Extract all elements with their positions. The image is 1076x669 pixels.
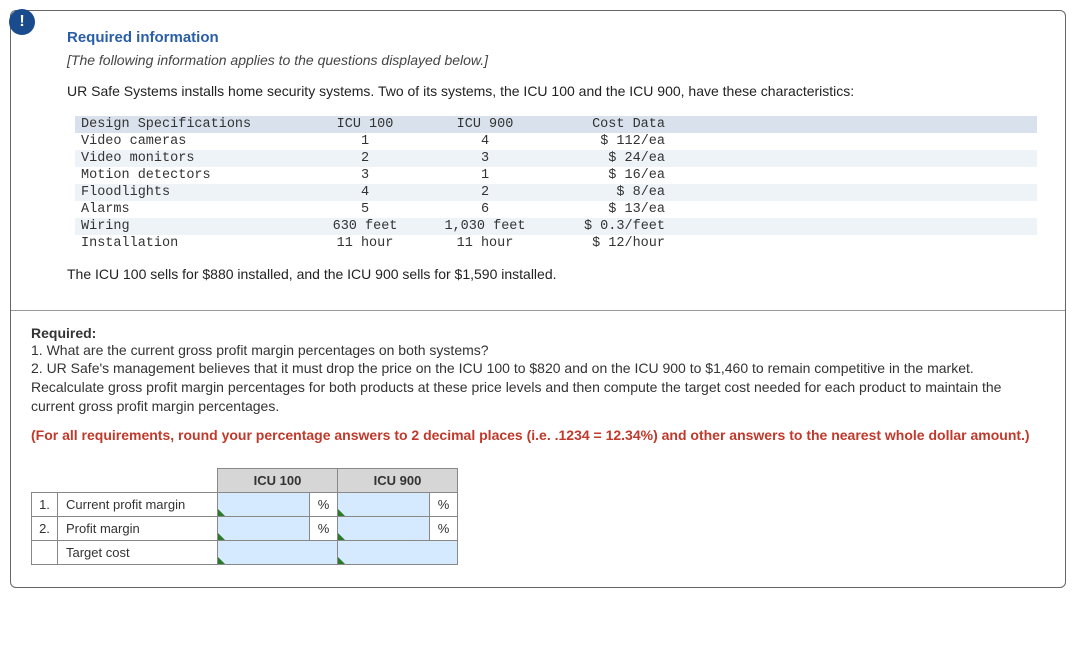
spec-row: Floodlights 4 2 $ 8/ea bbox=[75, 184, 1037, 201]
spec-cell: Alarms bbox=[75, 201, 305, 218]
spec-row: Wiring 630 feet 1,030 feet $ 0.3/feet bbox=[75, 218, 1037, 235]
spec-cell: $ 112/ea bbox=[545, 133, 675, 150]
spec-cell: 2 bbox=[425, 184, 545, 201]
spec-header-row: Design Specifications ICU 100 ICU 900 Co… bbox=[75, 116, 1037, 133]
question-container: ! Required information [The following in… bbox=[10, 10, 1066, 588]
spec-cell: 6 bbox=[425, 201, 545, 218]
spec-header-cell: ICU 100 bbox=[305, 116, 425, 133]
input-cell bbox=[218, 517, 310, 541]
section-note: [The following information applies to th… bbox=[67, 52, 1037, 68]
col-header-icu100: ICU 100 bbox=[218, 469, 338, 493]
spec-cell: 3 bbox=[305, 167, 425, 184]
answer-row: Target cost bbox=[32, 541, 458, 565]
spec-cell: 4 bbox=[425, 133, 545, 150]
spec-cell: $ 12/hour bbox=[545, 235, 675, 252]
required-label: Required: bbox=[31, 325, 1045, 341]
row-label: Current profit margin bbox=[58, 493, 218, 517]
icu100-current-margin-input[interactable] bbox=[218, 493, 309, 516]
spec-cell: Installation bbox=[75, 235, 305, 252]
cell-marker-icon bbox=[338, 533, 345, 540]
spec-row: Video monitors 2 3 $ 24/ea bbox=[75, 150, 1037, 167]
spec-table: Design Specifications ICU 100 ICU 900 Co… bbox=[75, 116, 1037, 252]
row-num: 1. bbox=[32, 493, 58, 517]
col-header-icu900: ICU 900 bbox=[338, 469, 458, 493]
cell-marker-icon bbox=[218, 509, 225, 516]
row-num: 2. bbox=[32, 517, 58, 541]
input-cell bbox=[218, 541, 338, 565]
input-cell bbox=[218, 493, 310, 517]
row-label: Target cost bbox=[58, 541, 218, 565]
rounding-note: (For all requirements, round your percen… bbox=[31, 426, 1045, 444]
information-section: Required information [The following info… bbox=[11, 11, 1065, 300]
input-cell bbox=[338, 517, 430, 541]
spec-cell: $ 16/ea bbox=[545, 167, 675, 184]
icu900-current-margin-input[interactable] bbox=[338, 493, 429, 516]
answer-table: ICU 100 ICU 900 1. Current profit margin… bbox=[31, 468, 458, 565]
blank-cell bbox=[58, 469, 218, 493]
spec-cell: Wiring bbox=[75, 218, 305, 235]
icu100-target-cost-input[interactable] bbox=[218, 541, 337, 564]
spec-cell: $ 24/ea bbox=[545, 150, 675, 167]
spec-cell: 1 bbox=[305, 133, 425, 150]
answer-row: 1. Current profit margin % % bbox=[32, 493, 458, 517]
pct-label: % bbox=[430, 493, 458, 517]
required-section: Required: 1. What are the current gross … bbox=[11, 311, 1065, 588]
alert-badge-icon: ! bbox=[9, 9, 35, 35]
icu900-target-cost-input[interactable] bbox=[338, 541, 457, 564]
spec-cell: 1,030 feet bbox=[425, 218, 545, 235]
spec-cell: Video cameras bbox=[75, 133, 305, 150]
input-cell bbox=[338, 493, 430, 517]
spec-cell: 3 bbox=[425, 150, 545, 167]
spec-cell: $ 8/ea bbox=[545, 184, 675, 201]
intro-text: UR Safe Systems installs home security s… bbox=[67, 82, 1037, 102]
spec-header-cell: Cost Data bbox=[545, 116, 675, 133]
icu900-profit-margin-input[interactable] bbox=[338, 517, 429, 540]
spec-row: Video cameras 1 4 $ 112/ea bbox=[75, 133, 1037, 150]
spec-cell: 4 bbox=[305, 184, 425, 201]
cell-marker-icon bbox=[218, 557, 225, 564]
spec-row: Motion detectors 3 1 $ 16/ea bbox=[75, 167, 1037, 184]
spec-row: Installation 11 hour 11 hour $ 12/hour bbox=[75, 235, 1037, 252]
spec-cell: $ 0.3/feet bbox=[545, 218, 675, 235]
pricing-text: The ICU 100 sells for $880 installed, an… bbox=[67, 266, 1037, 282]
spec-row: Alarms 5 6 $ 13/ea bbox=[75, 201, 1037, 218]
cell-marker-icon bbox=[218, 533, 225, 540]
cell-marker-icon bbox=[338, 509, 345, 516]
answer-header-row: ICU 100 ICU 900 bbox=[32, 469, 458, 493]
spec-cell: 5 bbox=[305, 201, 425, 218]
spec-cell: 2 bbox=[305, 150, 425, 167]
spec-cell: Video monitors bbox=[75, 150, 305, 167]
answer-row: 2. Profit margin % % bbox=[32, 517, 458, 541]
pct-label: % bbox=[310, 493, 338, 517]
spec-cell: Floodlights bbox=[75, 184, 305, 201]
row-label: Profit margin bbox=[58, 517, 218, 541]
row-num bbox=[32, 541, 58, 565]
spec-cell: $ 13/ea bbox=[545, 201, 675, 218]
spec-cell: 630 feet bbox=[305, 218, 425, 235]
pct-label: % bbox=[310, 517, 338, 541]
icu100-profit-margin-input[interactable] bbox=[218, 517, 309, 540]
spec-cell: 11 hour bbox=[425, 235, 545, 252]
question-1: 1. What are the current gross profit mar… bbox=[31, 341, 1045, 360]
spec-cell: 1 bbox=[425, 167, 545, 184]
spec-header-cell: ICU 900 bbox=[425, 116, 545, 133]
spec-header-cell: Design Specifications bbox=[75, 116, 305, 133]
input-cell bbox=[338, 541, 458, 565]
spec-cell: 11 hour bbox=[305, 235, 425, 252]
spec-cell: Motion detectors bbox=[75, 167, 305, 184]
alert-icon: ! bbox=[19, 13, 24, 31]
blank-cell bbox=[32, 469, 58, 493]
cell-marker-icon bbox=[338, 557, 345, 564]
question-2: 2. UR Safe's management believes that it… bbox=[31, 359, 1045, 416]
pct-label: % bbox=[430, 517, 458, 541]
section-title: Required information bbox=[67, 29, 1037, 46]
